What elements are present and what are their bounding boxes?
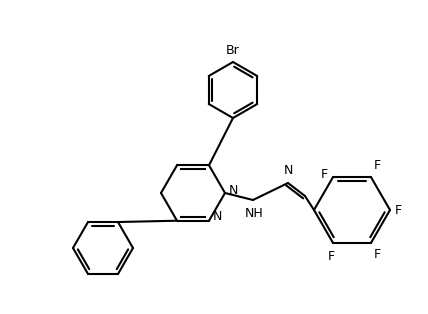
Text: F: F [395,203,402,216]
Text: N: N [213,210,223,223]
Text: NH: NH [245,207,263,220]
Text: N: N [283,164,293,177]
Text: F: F [374,159,381,172]
Text: F: F [321,168,328,181]
Text: Br: Br [226,44,240,57]
Text: N: N [229,185,238,198]
Text: F: F [327,250,335,263]
Text: F: F [374,248,381,261]
